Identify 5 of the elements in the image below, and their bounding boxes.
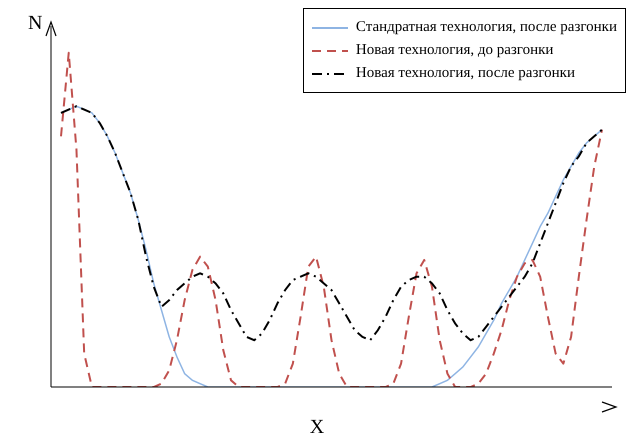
legend-label: Стандратная технология, после разгонки [356,19,617,36]
x-axis-title: X [308,416,326,439]
y-axis-title: N [28,12,42,35]
legend-label: Новая технология, до разгонки [356,42,554,59]
legend-label: Новая технология, после разгонки [356,65,575,82]
